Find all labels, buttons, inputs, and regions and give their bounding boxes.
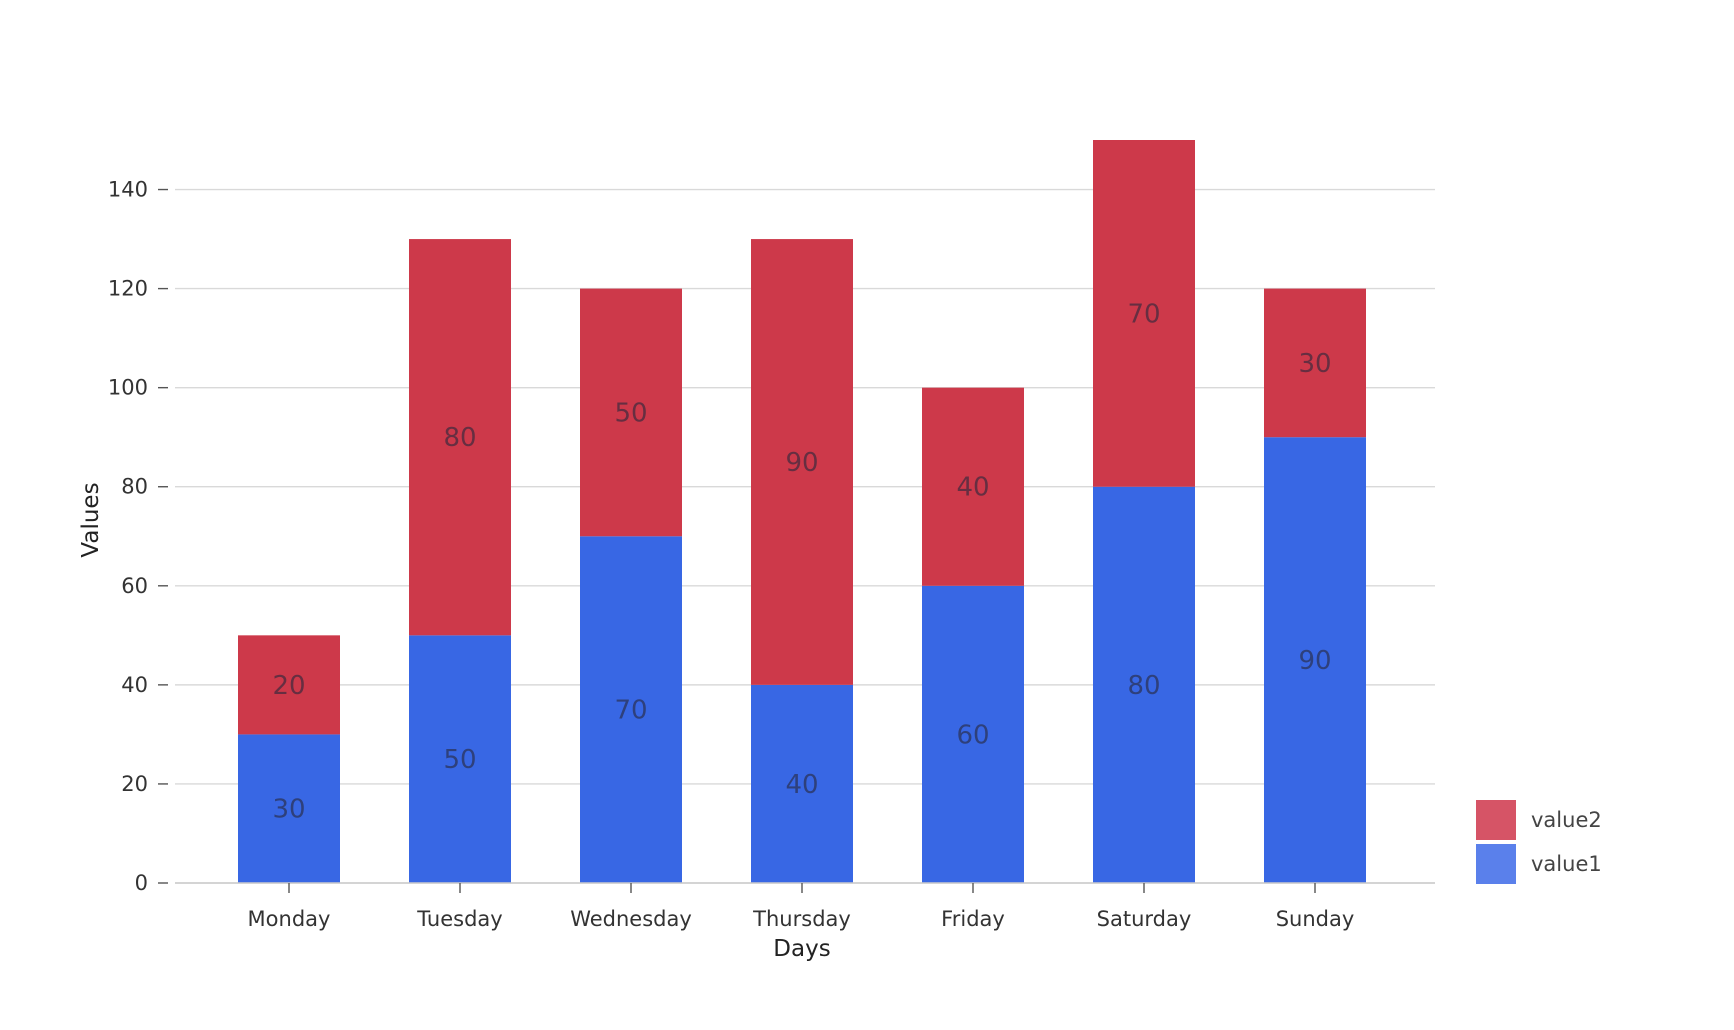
data-label-value1-thursday: 40 <box>785 770 818 800</box>
data-label-value2-monday: 20 <box>272 671 305 701</box>
x-tick-label-thursday: Thursday <box>752 907 851 931</box>
x-axis-title: Days <box>773 936 830 962</box>
bar-value2-saturday <box>1093 140 1195 487</box>
x-tick-label-saturday: Saturday <box>1097 907 1192 931</box>
data-label-value2-friday: 40 <box>956 473 989 503</box>
bar-value1-saturday <box>1093 486 1195 883</box>
bar-value2-friday <box>922 387 1024 586</box>
data-label-value2-tuesday: 80 <box>443 423 476 453</box>
legend-label-value2: value2 <box>1531 808 1602 832</box>
legend: value2 value1 <box>1476 800 1602 884</box>
bar-value1-wednesday <box>580 536 682 883</box>
legend-swatch-value2 <box>1476 800 1516 840</box>
y-tick-label-100: 100 <box>108 376 148 400</box>
bar-value1-friday <box>922 585 1024 883</box>
data-label-value1-friday: 60 <box>956 720 989 750</box>
bar-value2-thursday <box>751 239 853 685</box>
data-label-value2-thursday: 90 <box>785 448 818 478</box>
bar-value1-thursday <box>751 684 853 883</box>
axes: 0 20 40 60 80 100 120 140 Monday Tuesday Wednesday… <box>108 178 1435 931</box>
x-tick-label-monday: Monday <box>248 907 331 931</box>
x-tick-label-tuesday: Tuesday <box>416 907 502 931</box>
bar-value1-sunday <box>1264 437 1366 883</box>
data-label-value2-sunday: 30 <box>1298 349 1331 379</box>
bar-value2-monday <box>238 635 340 735</box>
y-tick-label-20: 20 <box>121 772 148 796</box>
legend-label-value1: value1 <box>1531 852 1602 876</box>
y-axis-title: Values <box>78 482 104 557</box>
data-label-value2-saturday: 70 <box>1127 299 1160 329</box>
data-label-value1-tuesday: 50 <box>443 745 476 775</box>
bar-value2-sunday <box>1264 288 1366 438</box>
data-label-value1-sunday: 90 <box>1298 646 1331 676</box>
data-label-value1-wednesday: 70 <box>614 696 647 726</box>
x-tick-label-sunday: Sunday <box>1276 907 1355 931</box>
data-label-value2-wednesday: 50 <box>614 398 647 428</box>
bar-value1-tuesday <box>409 635 511 883</box>
y-tick-label-0: 0 <box>135 871 148 895</box>
y-tick-label-40: 40 <box>121 673 148 697</box>
y-tick-label-120: 120 <box>108 277 148 301</box>
x-tick-label-friday: Friday <box>941 907 1005 931</box>
data-label-value1-monday: 30 <box>272 795 305 825</box>
data-label-value1-saturday: 80 <box>1127 671 1160 701</box>
legend-swatch-value1 <box>1476 844 1516 884</box>
x-tick-label-wednesday: Wednesday <box>570 907 692 931</box>
bar-value2-tuesday <box>409 239 511 636</box>
y-tick-label-80: 80 <box>121 475 148 499</box>
data-labels: 30 50 70 40 60 80 90 20 80 50 90 40 70 30 <box>272 299 1331 824</box>
y-tick-label-140: 140 <box>108 178 148 202</box>
bars <box>238 140 1366 883</box>
bar-value1-monday <box>238 734 340 883</box>
y-tick-label-60: 60 <box>121 574 148 598</box>
bar-value2-wednesday <box>580 288 682 537</box>
